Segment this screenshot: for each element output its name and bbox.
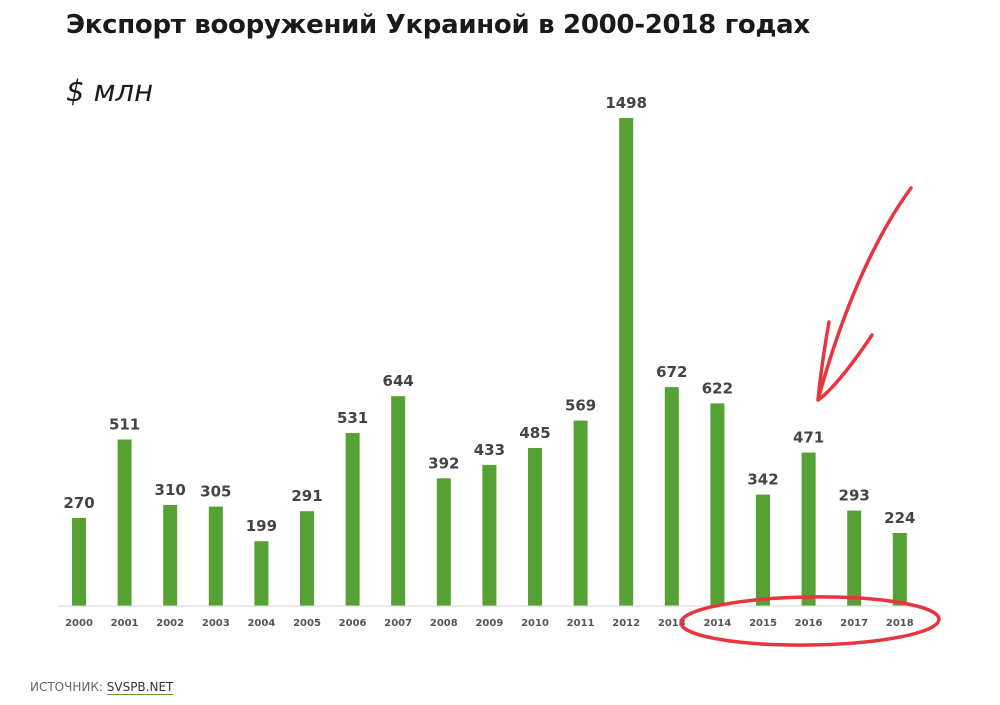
value-label-2016: 471 — [793, 429, 824, 447]
value-label-2011: 569 — [565, 397, 596, 415]
value-label-2018: 224 — [884, 509, 915, 527]
x-tick-label-2004: 2004 — [247, 618, 275, 629]
x-tick-label-2001: 2001 — [111, 618, 139, 629]
bar-2016 — [801, 452, 816, 606]
bar-2014 — [710, 403, 725, 606]
bar-2001 — [117, 439, 132, 606]
bar-2002 — [163, 505, 178, 606]
x-tick-label-2002: 2002 — [156, 618, 184, 629]
value-label-2010: 485 — [519, 424, 550, 442]
source-note: ИСТОЧНИК: SVSPB.NET — [30, 680, 173, 694]
chart-title: Экспорт вооружений Украиной в 2000-2018 … — [66, 10, 810, 40]
value-label-2003: 305 — [200, 483, 231, 501]
bar-2018 — [892, 533, 907, 606]
value-label-2008: 392 — [428, 454, 459, 472]
value-label-2014: 622 — [702, 379, 733, 397]
x-tick-label-2013: 2013 — [658, 618, 686, 629]
x-tick-label-2016: 2016 — [795, 618, 823, 629]
source-link[interactable]: SVSPB.NET — [106, 680, 174, 694]
value-label-2005: 291 — [291, 487, 322, 505]
bar-2012 — [619, 118, 634, 606]
x-tick-label-2008: 2008 — [430, 618, 458, 629]
value-label-2007: 644 — [383, 372, 414, 390]
x-tick-label-2010: 2010 — [521, 618, 549, 629]
value-label-2013: 672 — [656, 363, 687, 381]
chart-unit-label: $ млн — [66, 74, 154, 108]
x-tick-label-2003: 2003 — [202, 618, 230, 629]
x-tick-label-2018: 2018 — [886, 618, 914, 629]
value-label-2006: 531 — [337, 409, 368, 427]
bar-2007 — [391, 396, 406, 606]
annotation-arrow — [816, 186, 913, 402]
source-label: ИСТОЧНИК: — [30, 680, 103, 694]
bar-2003 — [208, 506, 223, 606]
value-label-2000: 270 — [63, 494, 94, 512]
bar-2011 — [573, 420, 588, 606]
x-tick-label-2015: 2015 — [749, 618, 777, 629]
bar-2006 — [345, 433, 360, 606]
value-label-2015: 342 — [747, 471, 778, 489]
value-label-2017: 293 — [839, 487, 870, 505]
x-tick-label-2014: 2014 — [703, 618, 731, 629]
x-tick-label-2011: 2011 — [567, 618, 595, 629]
x-tick-label-2006: 2006 — [339, 618, 367, 629]
value-label-2001: 511 — [109, 416, 140, 434]
x-tick-label-2005: 2005 — [293, 618, 321, 629]
bar-2010 — [528, 448, 542, 606]
highlight-ellipse — [679, 595, 941, 647]
bar-2000 — [72, 518, 86, 606]
bar-2004 — [254, 541, 269, 606]
bar-2005 — [300, 511, 314, 606]
bar-2015 — [756, 494, 770, 606]
bar-2009 — [482, 464, 497, 606]
value-label-2012: 1498 — [605, 94, 647, 112]
bar-2013 — [664, 387, 679, 606]
x-tick-label-2000: 2000 — [65, 618, 93, 629]
bar-2017 — [847, 510, 862, 606]
value-label-2009: 433 — [474, 441, 505, 459]
value-label-2002: 310 — [155, 481, 186, 499]
value-label-2004: 199 — [246, 517, 277, 535]
x-tick-label-2012: 2012 — [612, 618, 640, 629]
x-tick-label-2007: 2007 — [384, 618, 412, 629]
x-tick-label-2017: 2017 — [840, 618, 868, 629]
bars-layer: 270 2000 511 2001 310 2002 305 2003 199 2004 291 20… — [63, 94, 915, 629]
bar-2008 — [436, 478, 451, 606]
x-tick-label-2009: 2009 — [475, 618, 503, 629]
